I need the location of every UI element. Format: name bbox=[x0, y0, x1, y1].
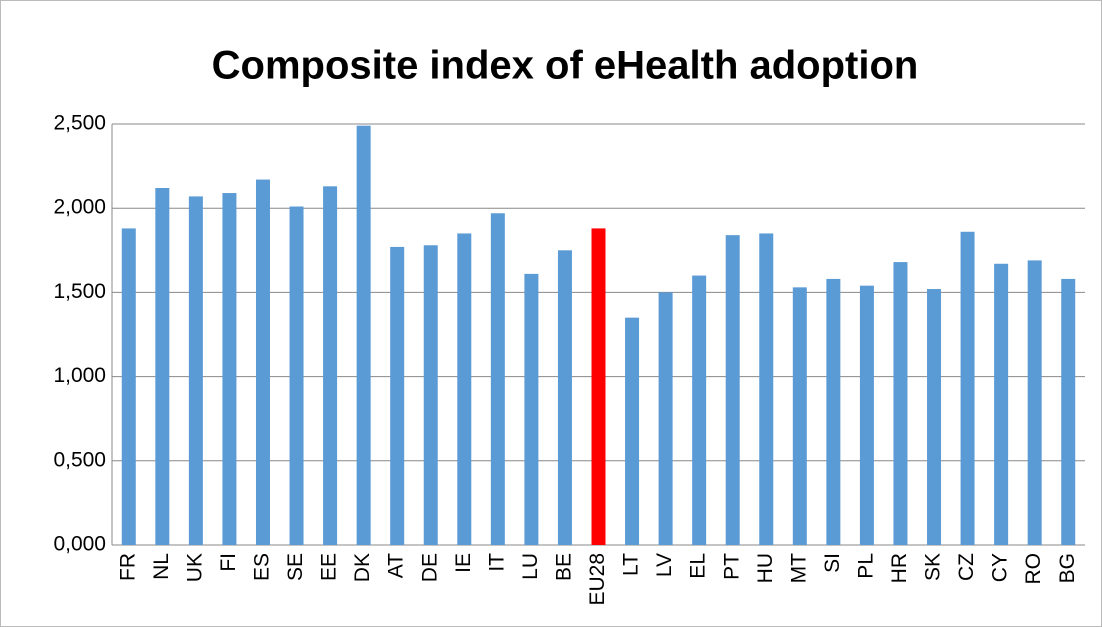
x-tick-label: LU bbox=[519, 553, 542, 580]
x-tick-label: RO bbox=[1022, 553, 1045, 585]
x-tick-label: NL bbox=[150, 553, 173, 580]
x-tick-label: DK bbox=[351, 553, 374, 582]
bar bbox=[960, 231, 975, 545]
x-tick-label: EL bbox=[687, 553, 710, 579]
y-tick-label: 1,000 bbox=[53, 364, 106, 387]
bar bbox=[423, 245, 438, 546]
bar bbox=[792, 287, 807, 545]
bar bbox=[759, 233, 774, 545]
x-tick-label: DE bbox=[418, 553, 441, 582]
bar bbox=[323, 186, 338, 546]
bar bbox=[524, 273, 539, 545]
bar bbox=[557, 250, 572, 546]
bar bbox=[625, 317, 640, 545]
bar bbox=[1027, 260, 1042, 545]
x-tick-label: IE bbox=[452, 553, 475, 573]
bar bbox=[188, 196, 203, 546]
x-tick-label: CZ bbox=[955, 553, 978, 581]
bar bbox=[490, 213, 505, 545]
x-tick-label: IT bbox=[485, 553, 508, 572]
x-tick-label: SK bbox=[922, 553, 945, 581]
x-tick-label: CY bbox=[989, 553, 1012, 582]
x-tick-label: LV bbox=[653, 553, 676, 577]
x-tick-label: SI bbox=[821, 553, 844, 573]
bar bbox=[658, 292, 673, 545]
bar bbox=[893, 262, 908, 545]
x-tick-label: ES bbox=[251, 553, 274, 581]
bar bbox=[692, 275, 707, 545]
x-tick-label: SE bbox=[284, 553, 307, 581]
x-tick-label: BG bbox=[1056, 553, 1079, 583]
x-tick-label: LT bbox=[620, 553, 643, 576]
x-tick-label: PT bbox=[720, 553, 743, 580]
x-tick-label: EE bbox=[318, 553, 341, 581]
y-tick-label: 0,000 bbox=[53, 533, 106, 556]
chart-title: Composite index of eHealth adoption bbox=[212, 44, 919, 88]
bar bbox=[356, 125, 371, 546]
y-tick-label: 2,500 bbox=[53, 112, 106, 135]
bar bbox=[155, 187, 170, 545]
x-tick-label: MT bbox=[787, 553, 810, 583]
bar bbox=[725, 235, 740, 546]
bar bbox=[826, 278, 841, 545]
y-tick-label: 1,500 bbox=[53, 280, 106, 303]
x-tick-label: BE bbox=[552, 553, 575, 581]
bar bbox=[927, 289, 942, 545]
x-tick-label: AT bbox=[385, 553, 408, 578]
bar bbox=[1061, 278, 1076, 545]
bar bbox=[591, 228, 606, 545]
x-tick-label: PL bbox=[854, 553, 877, 579]
x-tick-label: FR bbox=[116, 553, 139, 581]
x-tick-label: FI bbox=[217, 553, 240, 572]
bar bbox=[121, 228, 136, 545]
x-tick-label: HR bbox=[888, 553, 911, 583]
bar bbox=[859, 285, 874, 545]
bar bbox=[457, 233, 472, 545]
y-tick-label: 0,500 bbox=[53, 448, 106, 471]
bar bbox=[222, 193, 237, 545]
bar bbox=[994, 263, 1009, 545]
x-tick-label: UK bbox=[183, 553, 206, 582]
x-tick-label: EU28 bbox=[586, 553, 609, 606]
bar bbox=[390, 246, 405, 545]
y-tick-label: 2,000 bbox=[53, 196, 106, 219]
x-tick-label: HU bbox=[754, 553, 777, 583]
bar bbox=[289, 206, 304, 546]
bar bbox=[255, 179, 270, 545]
